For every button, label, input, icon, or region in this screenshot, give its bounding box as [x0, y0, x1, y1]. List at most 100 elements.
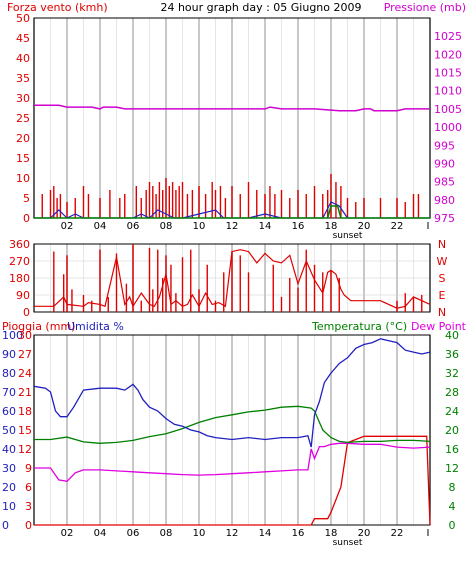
humidity-tick: 50	[2, 424, 16, 437]
plot3-x-tick: 22	[391, 528, 404, 539]
compass-letter: N	[438, 306, 446, 319]
rain-tick: 27	[18, 348, 32, 361]
rain-tick: 15	[18, 424, 32, 437]
rain-tick: 21	[18, 386, 32, 399]
temperature-tick: 24	[445, 405, 459, 418]
temperature-tick: 16	[445, 443, 459, 456]
humidity-tick: 10	[2, 500, 16, 513]
temperature-tick: 4	[449, 500, 456, 513]
humidity-tick: 20	[2, 481, 16, 494]
rain-tick: 0	[25, 519, 32, 532]
temperature-tick: 8	[449, 481, 456, 494]
pressure-tick: 990	[434, 157, 455, 170]
humidity-tick: 30	[2, 462, 16, 475]
plot1-x-tick: 14	[259, 221, 272, 232]
pressure-tick: 1020	[434, 48, 462, 61]
wind-tick: 50	[16, 12, 30, 25]
humidity-temperature-plot: 02 04 06 08 10 12 14 16 18 20 22sunsetI10090807060…	[2, 329, 459, 548]
direction-tick: 360	[9, 238, 30, 251]
temperature-tick: 36	[445, 348, 459, 361]
humidity-tick: 0	[2, 519, 9, 532]
compass-letter: N	[438, 238, 446, 251]
plot3-x-tick: 14	[259, 528, 272, 539]
plot1-x-tick: 12	[226, 221, 239, 232]
pressure-tick: 975	[434, 212, 455, 225]
rain-tick: 12	[18, 443, 32, 456]
pressure-tick: 980	[434, 194, 455, 207]
humidity-line	[33, 338, 431, 448]
compass-letter: W	[437, 255, 448, 268]
direction-tick: 270	[9, 255, 30, 268]
plot1-x-tick: 18	[325, 221, 338, 232]
temperature-tick: 32	[445, 367, 459, 380]
rain-line	[34, 435, 431, 526]
direction-line	[34, 249, 431, 309]
temperature-axis-label: Temperatura (°C)	[311, 320, 407, 333]
pressure-tick: 985	[434, 176, 455, 189]
temperature-tick: 0	[449, 519, 456, 532]
direction-tick: 90	[16, 289, 30, 302]
plot1-x-tick: 16	[292, 221, 305, 232]
humidity-tick: 80	[2, 367, 16, 380]
pressure-tick: 995	[434, 139, 455, 152]
plot3-x-tick: 18	[325, 528, 338, 539]
plot1-x-tick: 02	[61, 221, 74, 232]
rain-tick: 24	[18, 367, 32, 380]
humidity-axis-label: Umidita %	[67, 320, 124, 333]
pressure-tick: 1025	[434, 30, 462, 43]
rain-tick: 9	[25, 462, 32, 475]
rain-tick: 3	[25, 500, 32, 513]
compass-letter: S	[439, 272, 446, 285]
wind-axis-label: Forza vento (kmh)	[7, 1, 108, 14]
temperature-line	[34, 405, 431, 444]
dew-point-line	[34, 442, 431, 482]
plot3-x-tick: 12	[226, 528, 239, 539]
wind-tick: 15	[16, 152, 30, 165]
plot1-x-tick: 22	[391, 221, 404, 232]
plot3-x-tick: 20	[358, 528, 371, 539]
pressure-tick: 1015	[434, 67, 462, 80]
wind-tick: 30	[16, 92, 30, 105]
plot3-sunset-label: sunset	[333, 538, 363, 548]
plot1-midnight-tick: I	[427, 221, 430, 232]
pressure-axis-label: Pressione (mb)	[384, 1, 466, 14]
humidity-tick: 60	[2, 405, 16, 418]
wind-avg-line	[34, 205, 430, 219]
humidity-tick: 70	[2, 386, 16, 399]
chart-title: 24 hour graph day : 05 Giugno 2009	[160, 1, 361, 14]
humidity-tick: 100	[2, 329, 23, 342]
rain-tick: 18	[18, 405, 32, 418]
plot1-x-tick: 06	[127, 221, 140, 232]
plot1-x-tick: 04	[94, 221, 107, 232]
plot3-x-tick: 10	[193, 528, 206, 539]
pressure-tick: 1005	[434, 103, 462, 116]
plot1-x-tick: 08	[160, 221, 173, 232]
wind-tick: 0	[23, 212, 30, 225]
plot3-x-tick: 04	[94, 528, 107, 539]
wind-tick: 35	[16, 72, 30, 85]
plot1-x-tick: 10	[193, 221, 206, 232]
temperature-tick: 12	[445, 462, 459, 475]
wind-tick: 25	[16, 112, 30, 125]
pressure-tick: 1000	[434, 121, 462, 134]
plot3-midnight-tick: I	[427, 528, 430, 539]
wind-tick: 20	[16, 132, 30, 145]
humidity-tick: 40	[2, 443, 16, 456]
wind-pressure-plot: 02 04 06 08 10 12 14 16 18 20 22sunsetI50454035302…	[16, 12, 462, 241]
humidity-tick: 90	[2, 348, 16, 361]
temperature-tick: 28	[445, 386, 459, 399]
wind-tick: 5	[23, 192, 30, 205]
pressure-line	[34, 104, 430, 112]
plot1-x-tick: 20	[358, 221, 371, 232]
rain-tick: 30	[18, 329, 32, 342]
dew-point-axis-label: Dew Point	[411, 320, 467, 333]
wind-tick: 40	[16, 52, 30, 65]
wind-tick: 45	[16, 32, 30, 45]
plot3-x-tick: 02	[61, 528, 74, 539]
compass-letter: E	[439, 289, 446, 302]
plot1-sunset-label: sunset	[333, 231, 363, 241]
